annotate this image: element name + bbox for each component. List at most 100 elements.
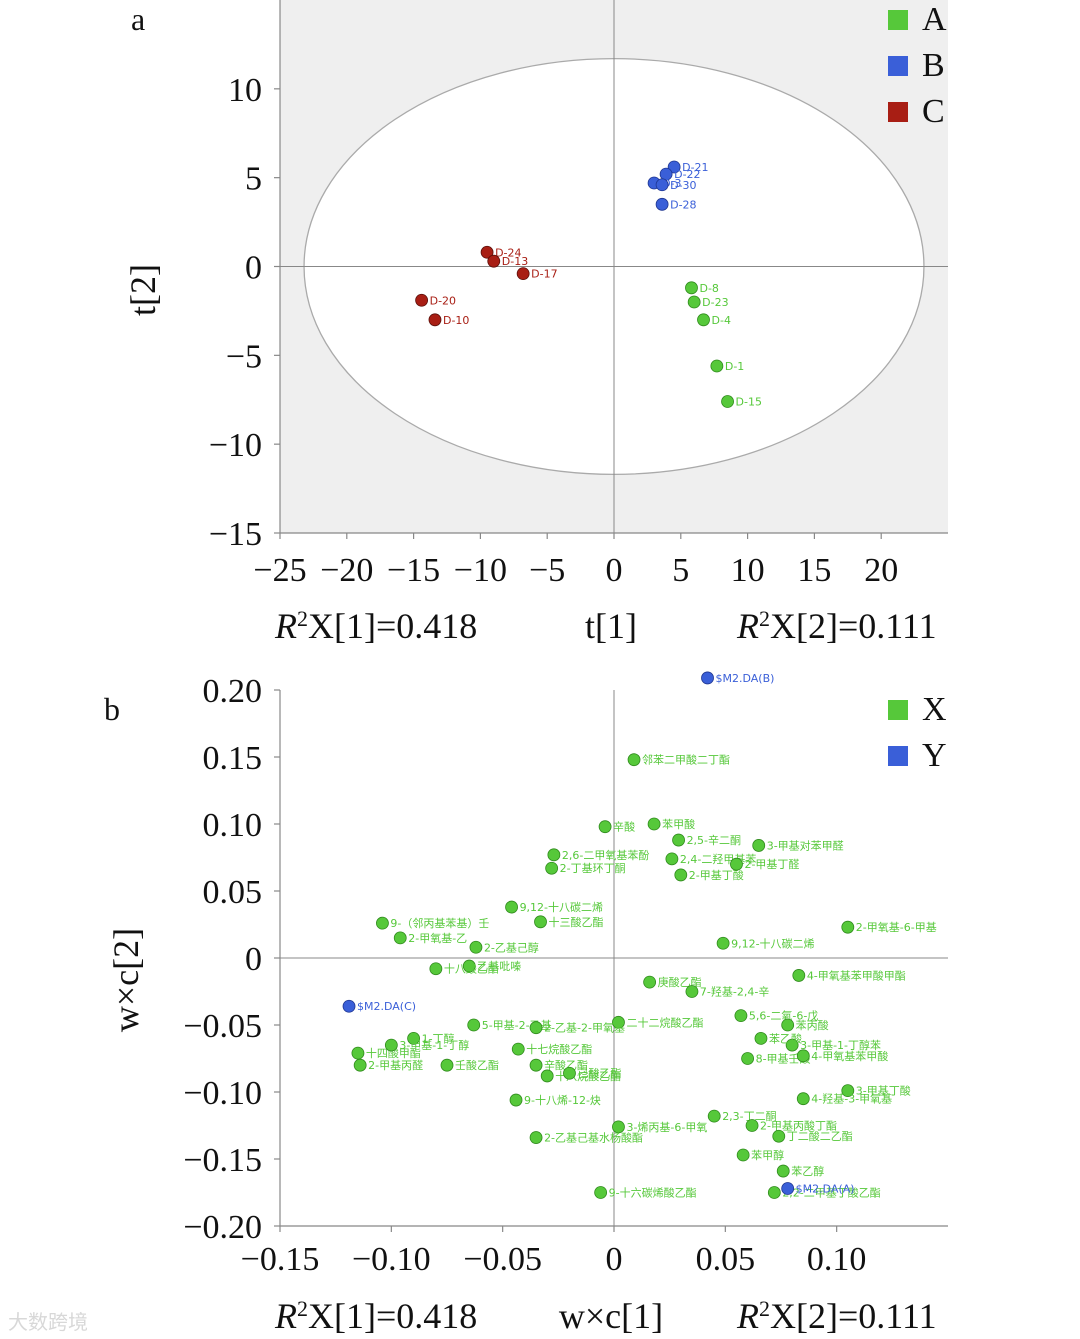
b-point-label: 2-乙基己醇	[484, 940, 539, 954]
a-x-tick-label: 20	[864, 552, 898, 589]
b-point	[343, 1000, 355, 1012]
b-point-label: 4-甲氧基苯甲酸	[811, 1049, 888, 1063]
b-legend-label: X	[922, 691, 947, 728]
b-point	[512, 1043, 524, 1055]
panel-b-label: b	[104, 691, 120, 727]
b-point	[530, 1132, 542, 1144]
b-point	[717, 937, 729, 949]
b-point-label: 2-甲基丙醛	[368, 1058, 423, 1072]
b-point	[541, 1070, 553, 1082]
b-point-label: 2-甲氧基-6-甲基	[856, 920, 937, 934]
a-legend-swatch	[888, 102, 908, 122]
b-point	[394, 932, 406, 944]
a-point	[698, 314, 710, 326]
a-point	[416, 294, 428, 306]
b-point-label: 苯丙酸	[796, 1018, 829, 1032]
b-y-tick-label: −0.20	[183, 1209, 262, 1246]
a-legend-label: B	[922, 47, 945, 84]
watermark: 大数跨境	[8, 1310, 88, 1334]
b-point	[470, 941, 482, 953]
b-point-label: 己酸乙酯	[577, 1066, 621, 1080]
b-point	[675, 869, 687, 881]
b-point	[746, 1120, 758, 1132]
b-point	[777, 1165, 789, 1177]
a-x-tick-label: −10	[454, 552, 507, 589]
a-point	[488, 255, 500, 267]
b-point-label: $M2.DA(B)	[716, 672, 775, 685]
panel-b-r2x2: R2X[2]=0.111	[736, 1296, 937, 1337]
b-x-tick-label: −0.10	[352, 1241, 431, 1278]
b-point-label: 壬酸乙酯	[455, 1058, 499, 1072]
panel-a-r2x1: R2X[1]=0.418	[274, 606, 477, 647]
a-point	[685, 282, 697, 294]
b-point-label: 苯甲酸	[662, 817, 695, 831]
b-point-label: 十七烷酸乙酯	[526, 1042, 592, 1056]
panel-a-x-axis-title: t[1]	[585, 606, 637, 646]
b-point	[793, 969, 805, 981]
b-x-tick-label: 0.10	[807, 1241, 867, 1278]
b-point	[352, 1047, 364, 1059]
a-legend-swatch	[888, 56, 908, 76]
b-point	[441, 1059, 453, 1071]
a-point-label: D-17	[531, 268, 557, 281]
a-point-label: D-1	[725, 360, 744, 373]
b-point	[686, 986, 698, 998]
b-point-label: 7-羟基-2,4-辛	[700, 985, 769, 999]
b-y-tick-label: 0.20	[203, 673, 263, 710]
b-y-tick-label: 0.05	[203, 874, 263, 911]
b-point-label: 邻苯二甲酸二丁酯	[642, 753, 730, 767]
a-legend-label: A	[922, 1, 947, 38]
b-point	[753, 839, 765, 851]
b-point	[628, 754, 640, 766]
b-y-tick-label: 0	[245, 941, 262, 978]
panel-a: a D-8D-23D-4D-1D-15D-21D-22D-3D-30D-28D-…	[123, 0, 948, 646]
b-x-tick-label: 0	[606, 1241, 623, 1278]
a-point-label: D-4	[712, 314, 731, 327]
b-point	[782, 1182, 794, 1194]
b-y-tick-label: 0.15	[203, 740, 263, 777]
b-point	[755, 1032, 767, 1044]
b-point-label: 9,12-十八碳二烯	[520, 900, 603, 914]
a-point	[429, 314, 441, 326]
b-point-label: 3-甲基对苯甲醛	[767, 838, 844, 852]
b-point	[468, 1019, 480, 1031]
b-point-label: 苯甲醇	[751, 1148, 784, 1162]
b-point-label: 二十二烷酸乙酯	[626, 1015, 703, 1029]
b-y-tick-label: −0.05	[183, 1008, 262, 1045]
panel-b-x-axis-title: w×c[1]	[559, 1296, 663, 1336]
b-point	[737, 1149, 749, 1161]
b-x-tick-label: 0.05	[696, 1241, 756, 1278]
b-point	[595, 1187, 607, 1199]
b-point-label: 2,6-二甲氧基苯酚	[562, 848, 649, 862]
b-point	[797, 1093, 809, 1105]
b-point	[842, 921, 854, 933]
b-point	[546, 862, 558, 874]
b-y-tick-label: −0.15	[183, 1142, 262, 1179]
a-x-tick-label: −20	[320, 552, 373, 589]
b-legend-swatch	[888, 700, 908, 720]
b-point	[506, 901, 518, 913]
a-y-tick-label: −10	[209, 427, 262, 464]
panel-b-y-axis-title: w×c[2]	[106, 928, 146, 1032]
a-point-label: D-15	[736, 396, 762, 409]
b-point	[563, 1067, 575, 1079]
b-point	[735, 1010, 747, 1022]
a-legend-swatch	[888, 10, 908, 30]
b-point-label: 2-甲基丁醛	[744, 857, 799, 871]
panel-a-y-axis-title: t[2]	[123, 264, 163, 316]
b-point-label: 9,12-十八碳二烯	[731, 936, 814, 950]
a-x-tick-label: −25	[253, 552, 306, 589]
b-point-label: 9-十六碳烯酸乙酯	[609, 1186, 697, 1200]
b-point-label: $M2.DA(C)	[357, 1000, 416, 1013]
a-legend-label: C	[922, 93, 945, 130]
b-point-label: 2-乙基己基水杨酸酯	[544, 1131, 643, 1145]
b-point	[376, 917, 388, 929]
a-x-tick-label: −15	[387, 552, 440, 589]
a-point	[656, 198, 668, 210]
b-point	[385, 1039, 397, 1051]
b-point	[708, 1110, 720, 1122]
a-point	[711, 360, 723, 372]
a-point	[688, 296, 700, 308]
b-point-label: 辛酸	[613, 820, 635, 834]
b-point	[702, 672, 714, 684]
